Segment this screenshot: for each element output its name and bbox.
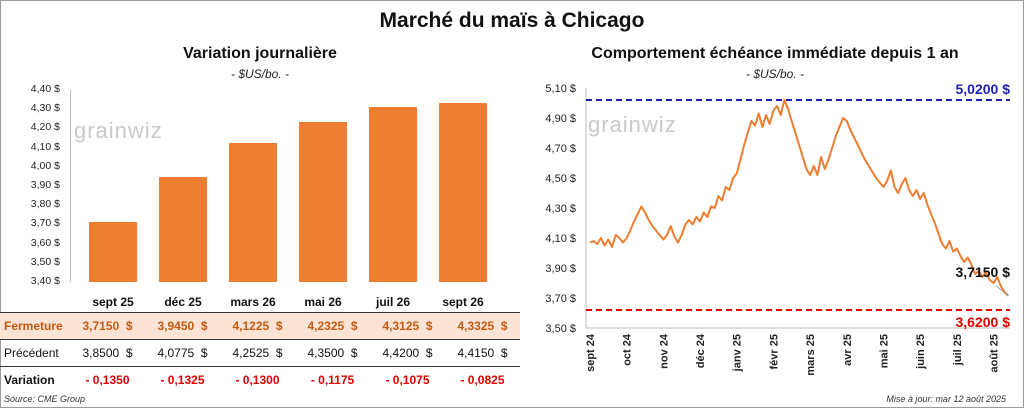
page-title: Marché du maïs à Chicago bbox=[379, 9, 645, 32]
line-x-tick: juil 25 bbox=[952, 334, 964, 366]
table-cell: - 0,1075 bbox=[385, 373, 430, 387]
line-y-tick: 4,70 $ bbox=[545, 143, 576, 155]
line-y-tick: 3,50 $ bbox=[545, 323, 576, 335]
line-y-tick: 3,90 $ bbox=[545, 263, 576, 275]
line-x-tick: sept 24 bbox=[585, 333, 597, 372]
line-x-tick: févr 25 bbox=[768, 334, 780, 369]
table-row: Précédent 3,8500 $4,0775 $4,2525 $4,3500 … bbox=[0, 339, 520, 367]
bar-0 bbox=[89, 221, 137, 282]
last-value-label: 3,7150 $ bbox=[956, 264, 1011, 280]
table-cell: 4,4200 $ bbox=[370, 339, 445, 367]
bar-x-label: sept 26 bbox=[442, 295, 484, 309]
line-x-tick: déc 24 bbox=[695, 333, 707, 368]
table-cell: 4,0775 $ bbox=[145, 339, 220, 367]
bar-chart-unit: - $US/bo. - bbox=[230, 67, 290, 81]
line-y-tick: 3,70 $ bbox=[545, 293, 576, 305]
table-cell: 4,1225 $ bbox=[232, 319, 283, 333]
update-note: Mise à jour: mar 12 août 2025 bbox=[886, 394, 1006, 404]
table-row-label: Précédent bbox=[0, 339, 70, 367]
line-x-tick: nov 24 bbox=[658, 333, 670, 369]
bar-y-tick: 4,10 $ bbox=[30, 140, 60, 153]
bar-y-tick: 4,30 $ bbox=[30, 102, 60, 115]
watermark-logo-2: grainwiz bbox=[588, 112, 677, 137]
bar-1 bbox=[159, 177, 207, 282]
bar-y-tick: 3,80 $ bbox=[30, 198, 60, 211]
table-row-label: Fermeture bbox=[4, 319, 63, 333]
bar-x-label: juil 26 bbox=[375, 295, 410, 309]
line-y-tick: 4,30 $ bbox=[545, 203, 576, 215]
bar-x-label: mars 26 bbox=[230, 295, 276, 309]
price-table: Fermeture 3,7150 $ 3,9450 $ 4,1225 $ 4,2325 … bbox=[0, 312, 520, 393]
table-cell: - 0,1350 bbox=[85, 373, 130, 387]
price-series-line bbox=[589, 99, 1009, 297]
table-cell: - 0,1300 bbox=[235, 373, 280, 387]
line-y-tick: 5,10 $ bbox=[545, 83, 576, 95]
line-x-tick: janv 25 bbox=[732, 334, 744, 372]
bar-y-tick: 4,00 $ bbox=[30, 159, 60, 172]
table-cell: 4,4150 $ bbox=[445, 339, 520, 367]
source-note: Source: CME Group bbox=[4, 394, 86, 404]
bar-3 bbox=[299, 122, 347, 282]
line-chart-title: Comportement échéance immédiate depuis 1… bbox=[591, 45, 959, 62]
bar-x-label: déc 25 bbox=[164, 295, 202, 309]
table-row: Fermeture 3,7150 $ 3,9450 $ 4,1225 $ 4,2325 … bbox=[0, 312, 520, 340]
line-x-tick: avr 25 bbox=[842, 334, 854, 366]
line-y-tick: 4,50 $ bbox=[545, 173, 576, 185]
table-row-label: Variation bbox=[4, 373, 55, 387]
table-cell: 4,3500 $ bbox=[295, 339, 370, 367]
line-x-tick: oct 24 bbox=[622, 333, 634, 366]
last-value-leader bbox=[995, 285, 1009, 297]
table-cell: 3,8500 $ bbox=[70, 339, 145, 367]
bar-4 bbox=[369, 106, 417, 282]
table-cell: 4,3325 $ bbox=[457, 319, 508, 333]
bar-y-tick: 4,20 $ bbox=[30, 121, 60, 134]
bar-x-label: sept 25 bbox=[92, 295, 134, 309]
table-cell: - 0,0825 bbox=[460, 373, 505, 387]
line-chart: 5,10 $ 4,90 $ 4,70 $ 4,50 $ 4,30 $ 4,10 $ 3,90… bbox=[545, 81, 1011, 376]
bar-y-tick: 4,40 $ bbox=[30, 83, 60, 95]
bar-chart-title: Variation journalière bbox=[183, 45, 337, 62]
table-cell: 3,7150 $ bbox=[82, 319, 133, 333]
watermark-logo: grainwiz bbox=[74, 118, 163, 143]
table-cell: 4,2525 $ bbox=[220, 339, 295, 367]
table-cell: - 0,1175 bbox=[310, 373, 355, 387]
bar-y-tick: 3,50 $ bbox=[30, 255, 60, 268]
bar-y-tick: 3,40 $ bbox=[30, 275, 60, 287]
bar-chart: 4,40 $ 4,30 $ 4,20 $ 4,10 $ 4,00 $ 3,90 $ 3,80… bbox=[0, 0, 520, 312]
high-label: 5,0200 $ bbox=[956, 81, 1011, 97]
bar-5 bbox=[439, 102, 487, 282]
table-cell: 4,2325 $ bbox=[307, 319, 358, 333]
bar-x-label: mai 26 bbox=[304, 295, 342, 309]
bar-2 bbox=[229, 143, 277, 282]
bar-y-axis bbox=[70, 90, 71, 282]
table-cell: 4,3125 $ bbox=[382, 319, 433, 333]
line-y-tick: 4,10 $ bbox=[545, 233, 576, 245]
low-label: 3,6200 $ bbox=[956, 314, 1011, 330]
line-x-tick: août 25 bbox=[988, 334, 1000, 373]
line-x-tick: mai 25 bbox=[878, 334, 890, 368]
table-row: Variation - 0,1350 - 0,1325 - 0,1300 - 0,117… bbox=[0, 367, 520, 394]
line-y-tick: 4,90 $ bbox=[545, 113, 576, 125]
table-cell: 3,9450 $ bbox=[157, 319, 208, 333]
bar-y-tick: 3,70 $ bbox=[30, 217, 60, 230]
bar-y-tick: 3,60 $ bbox=[30, 236, 60, 249]
line-x-tick: juin 25 bbox=[915, 334, 927, 370]
table-cell: - 0,1325 bbox=[160, 373, 205, 387]
bar-y-tick: 3,90 $ bbox=[30, 179, 60, 191]
line-chart-unit: - $US/bo. - bbox=[745, 67, 805, 81]
line-x-tick: mars 25 bbox=[805, 334, 817, 376]
